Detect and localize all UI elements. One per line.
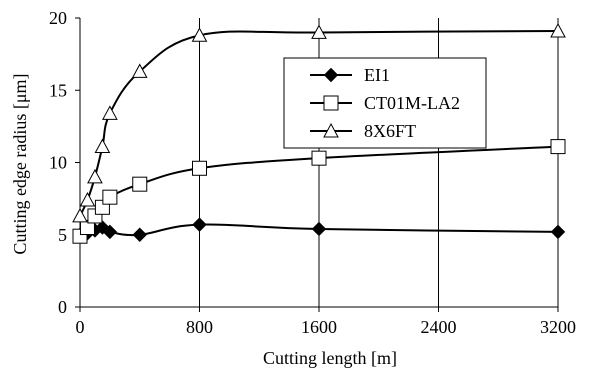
legend: EI1 CT01M-LA2 8X6FT: [283, 57, 487, 149]
series-line: [79, 30, 559, 217]
y-tick-label: 15: [49, 80, 67, 100]
data-point: [87, 168, 103, 184]
data-point: [311, 221, 327, 237]
data-point: [102, 189, 118, 205]
y-tick-label: 0: [58, 297, 67, 317]
legend-label: CT01M-LA2: [364, 93, 460, 113]
x-axis-label: Cutting length [m]: [263, 348, 397, 368]
legend-label: EI1: [364, 65, 390, 85]
x-tick-label: 0: [76, 317, 85, 337]
legend-marker: [323, 95, 339, 111]
x-tick-label: 3200: [540, 317, 576, 337]
y-tick-label: 20: [49, 8, 67, 28]
legend-entry: 8X6FT: [310, 121, 416, 141]
y-axis-label: Cutting edge radius [μm]: [10, 73, 30, 254]
legend-entry: EI1: [310, 65, 390, 85]
y-tick-label: 10: [49, 153, 67, 173]
x-tick-label: 800: [186, 317, 213, 337]
data-point: [79, 192, 96, 207]
data-point: [132, 176, 148, 192]
series-2: [72, 139, 566, 244]
data-point: [132, 227, 147, 242]
data-point: [550, 139, 566, 155]
x-tick-label: 2400: [421, 317, 457, 337]
data-point: [311, 24, 327, 39]
data-point: [94, 138, 111, 154]
data-point: [191, 27, 208, 42]
data-point: [550, 224, 566, 240]
y-tick-label: 5: [58, 225, 67, 245]
series-layer: [72, 22, 566, 244]
series-3: [72, 22, 566, 223]
legend-entry: CT01M-LA2: [310, 93, 460, 113]
data-point: [192, 160, 207, 176]
x-tick-label: 1600: [301, 317, 337, 337]
tick-labels: 0 5 10 15 20 0 800 1600 2400 3200: [49, 8, 576, 337]
legend-marker: [323, 67, 339, 83]
data-point: [102, 224, 118, 240]
data-point: [72, 207, 88, 223]
data-point: [192, 217, 207, 232]
axes: [75, 17, 559, 312]
legend-label: 8X6FT: [364, 121, 416, 141]
data-point: [311, 150, 327, 166]
legend-marker: [323, 122, 339, 138]
data-point: [550, 22, 566, 38]
data-point: [131, 63, 148, 78]
data-point: [102, 105, 118, 120]
